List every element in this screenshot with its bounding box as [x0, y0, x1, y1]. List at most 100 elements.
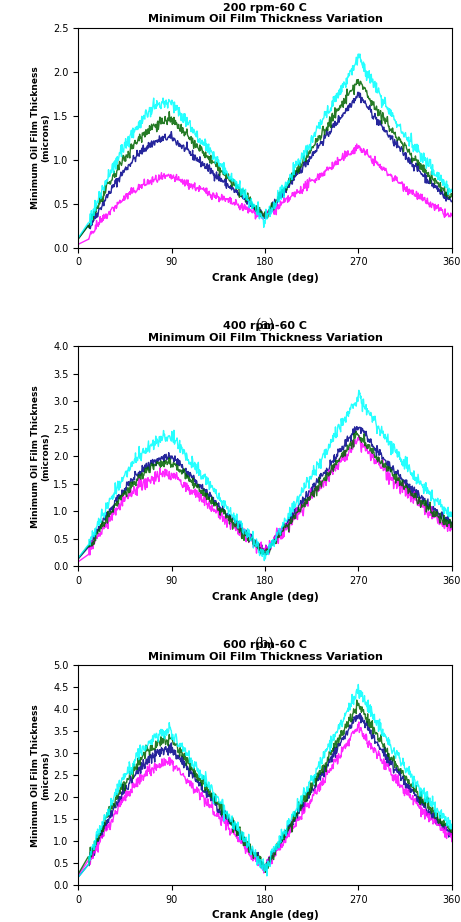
6E [76, 239, 81, 250]
5A [76, 552, 81, 563]
3B [121, 486, 126, 497]
Line: 3B: 3B [78, 714, 452, 877]
2A [121, 147, 126, 158]
6E [321, 477, 327, 488]
Text: (b): (b) [255, 637, 275, 651]
3B [321, 130, 327, 141]
2A [449, 823, 455, 834]
5A [310, 142, 316, 153]
6E [76, 869, 81, 881]
6E [178, 769, 184, 780]
2A [310, 771, 316, 782]
2A [121, 472, 126, 483]
2A [449, 186, 455, 197]
2A [121, 769, 126, 780]
5A [354, 426, 359, 437]
6E [356, 430, 362, 441]
Title: 400 rpm-60 C
Minimum Oil Film Thickness Variation: 400 rpm-60 C Minimum Oil Film Thickness … [148, 321, 383, 343]
6E [121, 195, 126, 206]
3B [355, 87, 361, 98]
2A [449, 507, 455, 518]
3B [354, 421, 360, 432]
X-axis label: Crank Angle (deg): Crank Angle (deg) [212, 592, 319, 601]
6E [83, 235, 88, 246]
6E [83, 859, 88, 870]
3B [159, 451, 164, 462]
3B [321, 467, 327, 479]
6E [178, 177, 184, 188]
Line: 3B: 3B [78, 427, 452, 559]
6E [310, 488, 316, 499]
Line: 2A: 2A [78, 684, 452, 877]
X-axis label: Crank Angle (deg): Crank Angle (deg) [212, 910, 319, 920]
5A [310, 779, 316, 790]
2A [76, 232, 81, 243]
5A [449, 190, 455, 201]
5A [83, 857, 88, 868]
2A [76, 871, 81, 882]
3B [178, 460, 184, 471]
2A [178, 740, 184, 751]
6E [159, 467, 164, 479]
6E [310, 790, 316, 801]
2A [159, 730, 164, 741]
6E [159, 762, 164, 773]
Y-axis label: Minimum Oil Film Thickness
(microns): Minimum Oil Film Thickness (microns) [31, 703, 50, 846]
2A [178, 443, 184, 455]
2A [83, 222, 88, 233]
3B [159, 136, 164, 147]
5A [159, 461, 164, 472]
Y-axis label: Minimum Oil Film Thickness
(microns): Minimum Oil Film Thickness (microns) [31, 385, 50, 527]
Line: 6E: 6E [78, 722, 452, 875]
2A [310, 133, 316, 144]
6E [159, 167, 164, 178]
3B [449, 519, 455, 530]
Title: 600 rpm-60 C
Minimum Oil Film Thickness Variation: 600 rpm-60 C Minimum Oil Film Thickness … [148, 640, 383, 662]
3B [357, 708, 363, 719]
5A [321, 761, 327, 772]
2A [356, 384, 361, 396]
6E [83, 551, 88, 562]
3B [83, 546, 88, 557]
2A [83, 863, 88, 874]
5A [178, 465, 184, 476]
Line: 5A: 5A [78, 431, 452, 558]
6E [449, 524, 455, 535]
3B [121, 166, 126, 177]
Text: (a): (a) [255, 318, 275, 332]
3B [178, 757, 184, 768]
6E [356, 716, 361, 727]
2A [321, 112, 327, 123]
Line: 3B: 3B [78, 92, 452, 239]
5A [159, 739, 164, 750]
Line: 5A: 5A [78, 700, 452, 874]
2A [261, 555, 267, 566]
6E [121, 495, 126, 506]
2A [322, 444, 327, 455]
6E [449, 210, 455, 221]
2A [76, 552, 81, 563]
6E [321, 166, 327, 177]
3B [121, 788, 126, 799]
Y-axis label: Minimum Oil Film Thickness
(microns): Minimum Oil Film Thickness (microns) [31, 66, 50, 209]
5A [178, 747, 184, 758]
2A [83, 543, 88, 554]
3B [83, 863, 88, 874]
6E [449, 836, 455, 847]
5A [159, 117, 164, 128]
2A [357, 49, 363, 60]
3B [159, 742, 164, 753]
Line: 5A: 5A [78, 79, 452, 239]
3B [83, 224, 88, 235]
2A [321, 751, 327, 762]
5A [449, 520, 455, 531]
Line: 2A: 2A [78, 390, 452, 561]
2A [159, 434, 164, 445]
X-axis label: Crank Angle (deg): Crank Angle (deg) [212, 273, 319, 283]
5A [121, 490, 126, 501]
5A [355, 74, 361, 85]
5A [449, 824, 455, 835]
6E [310, 175, 316, 186]
6E [354, 138, 360, 149]
5A [321, 472, 327, 483]
